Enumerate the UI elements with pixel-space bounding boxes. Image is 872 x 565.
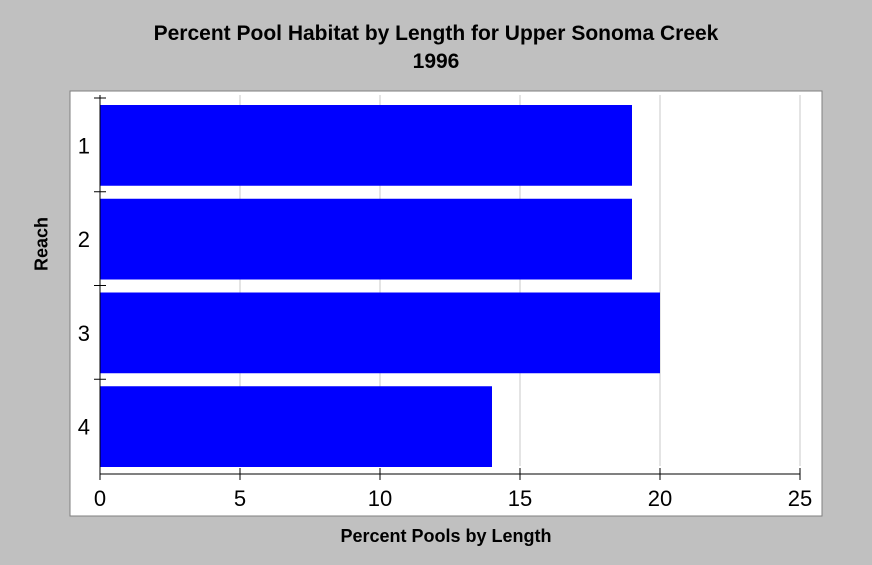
x-tick-label-0: 0: [94, 486, 106, 511]
y-tick-label-4: 4: [78, 415, 90, 440]
x-tick-label-10: 10: [368, 486, 392, 511]
bar-reach-3: [100, 292, 660, 374]
x-tick-label-15: 15: [508, 486, 532, 511]
bar-reach-1: [100, 105, 632, 186]
x-tick-label-20: 20: [648, 486, 672, 511]
chart-subtitle: 1996: [412, 50, 460, 73]
x-axis-label: Percent Pools by Length: [340, 526, 552, 546]
y-tick-label-1: 1: [78, 133, 90, 158]
y-tick-label-2: 2: [78, 227, 90, 252]
chart-title: Percent Pool Habitat by Length for Upper…: [153, 22, 719, 45]
y-tick-label-3: 3: [78, 321, 90, 346]
bar-reach-2: [100, 198, 632, 280]
x-tick-label-25: 25: [788, 486, 812, 511]
x-tick-label-5: 5: [234, 486, 246, 511]
bar-reach-4: [100, 386, 492, 467]
